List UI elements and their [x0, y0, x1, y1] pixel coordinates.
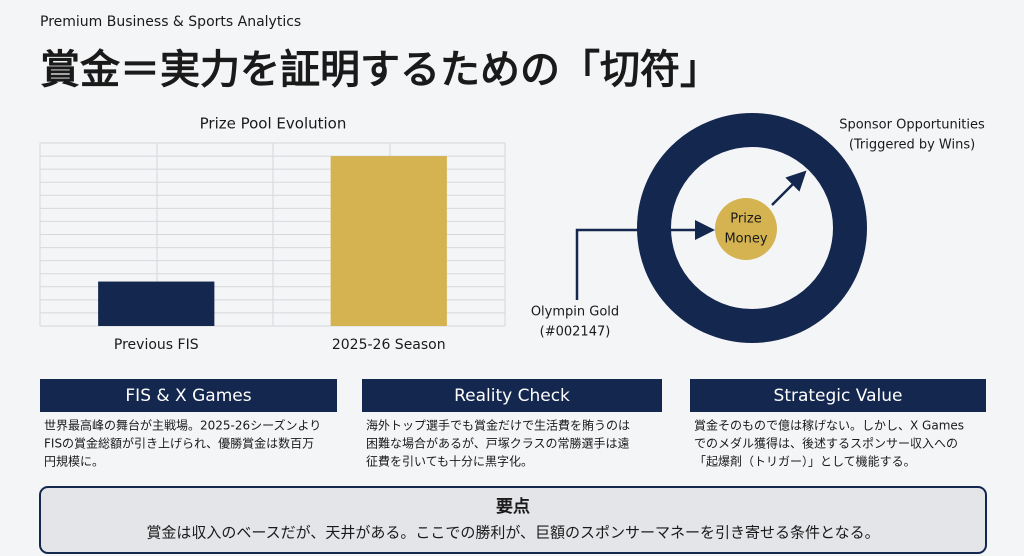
outer-ring: [637, 113, 867, 343]
card-title: FIS & X Games: [125, 386, 251, 406]
card-text: 困難な場合があるが、戸塚クラスの常勝選手は遠: [366, 436, 630, 451]
card-text: 円規模に。: [44, 454, 104, 469]
card-text: 海外トップ選手でも賞金だけで生活費を賄うのは: [366, 418, 630, 433]
card-header: [362, 379, 662, 412]
chart-title: Prize Pool Evolution: [200, 115, 347, 133]
card-text: 賞金そのもので億は稼げない。しかし、X Games: [694, 418, 964, 433]
card-text: でのメダル獲得は、後述するスポンサー収入への: [694, 436, 958, 451]
left-label: Olympin Gold: [531, 305, 619, 320]
x-tick-label: 2025-26 Season: [332, 337, 446, 353]
card-text: FISの賞金総額が引き上げられ、優勝賞金は数百万: [44, 436, 314, 451]
summary-text: 賞金は収入のベースだが、天井がある。ここでの勝利が、巨額のスポンサーマネーを引き…: [146, 524, 879, 542]
summary-box: [39, 486, 987, 554]
prize-circle: [715, 198, 777, 260]
title: 賞金＝実力を証明するための「切符」: [40, 47, 720, 93]
card-text: 「起爆剤（トリガー）」として機能する。: [694, 454, 916, 469]
right-label: Sponsor Opportunities: [839, 118, 985, 133]
center-label: Money: [724, 232, 767, 247]
arrow-out: [771, 170, 807, 206]
bar: [98, 281, 215, 326]
bar: [330, 156, 447, 326]
subtitle: Premium Business & Sports Analytics: [40, 14, 301, 30]
center-label: Prize: [730, 212, 761, 227]
right-label: (Triggered by Wins): [849, 138, 975, 153]
summary-title: 要点: [496, 496, 530, 517]
card-header: [690, 379, 986, 412]
card-title: Strategic Value: [774, 386, 903, 406]
card-text: 征費を引いても十分に黒字化。: [366, 454, 533, 469]
arrow-in: [575, 220, 715, 300]
card-text: 世界最高峰の舞台が主戦場。2025-26シーズンより: [44, 418, 321, 433]
card-title: Reality Check: [454, 386, 570, 406]
card-header: [40, 379, 337, 412]
left-label: (#002147): [540, 325, 611, 340]
x-tick-label: Previous FIS: [114, 337, 199, 353]
